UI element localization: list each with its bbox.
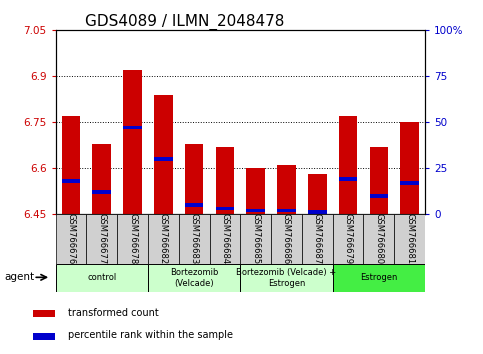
Bar: [185, 203, 203, 207]
Text: control: control: [87, 273, 116, 282]
Bar: [62, 116, 80, 214]
Bar: [400, 122, 419, 214]
Bar: [92, 144, 111, 214]
Text: GDS4089 / ILMN_2048478: GDS4089 / ILMN_2048478: [85, 14, 284, 30]
Bar: [240, 264, 333, 292]
Bar: [62, 179, 80, 183]
Bar: [123, 126, 142, 130]
Bar: [277, 209, 296, 212]
Bar: [246, 209, 265, 212]
Bar: [364, 214, 394, 264]
Bar: [154, 95, 172, 214]
Bar: [117, 214, 148, 264]
Text: percentile rank within the sample: percentile rank within the sample: [68, 330, 233, 340]
Text: GSM766684: GSM766684: [220, 213, 229, 264]
Bar: [148, 214, 179, 264]
Text: GSM766686: GSM766686: [282, 213, 291, 264]
Text: Estrogen: Estrogen: [360, 273, 398, 282]
Text: GSM766679: GSM766679: [343, 213, 353, 264]
Text: GSM766676: GSM766676: [67, 213, 75, 264]
Text: transformed count: transformed count: [68, 308, 158, 318]
Bar: [400, 181, 419, 185]
Bar: [179, 214, 210, 264]
Bar: [333, 214, 364, 264]
Bar: [277, 165, 296, 214]
Text: GSM766685: GSM766685: [251, 213, 260, 264]
Bar: [56, 214, 86, 264]
Bar: [333, 264, 425, 292]
Bar: [271, 214, 302, 264]
Bar: [33, 310, 55, 317]
Text: GSM766683: GSM766683: [190, 213, 199, 264]
Bar: [215, 147, 234, 214]
Bar: [56, 264, 148, 292]
Bar: [210, 214, 240, 264]
Text: GSM766678: GSM766678: [128, 213, 137, 264]
Text: GSM766677: GSM766677: [97, 213, 106, 264]
Bar: [185, 144, 203, 214]
Text: Bortezomib
(Velcade): Bortezomib (Velcade): [170, 268, 218, 287]
Text: GSM766682: GSM766682: [159, 213, 168, 264]
Text: GSM766680: GSM766680: [374, 213, 384, 264]
Bar: [154, 157, 172, 161]
Text: GSM766681: GSM766681: [405, 213, 414, 264]
Bar: [240, 214, 271, 264]
Bar: [394, 214, 425, 264]
Bar: [302, 214, 333, 264]
Bar: [86, 214, 117, 264]
Bar: [215, 207, 234, 211]
Bar: [33, 333, 55, 340]
Bar: [123, 70, 142, 214]
Bar: [246, 168, 265, 214]
Bar: [308, 211, 327, 214]
Bar: [148, 264, 241, 292]
Bar: [339, 177, 357, 181]
Bar: [339, 116, 357, 214]
Bar: [308, 174, 327, 214]
Text: GSM766687: GSM766687: [313, 213, 322, 264]
Bar: [369, 147, 388, 214]
Bar: [369, 194, 388, 198]
Text: Bortezomib (Velcade) +
Estrogen: Bortezomib (Velcade) + Estrogen: [236, 268, 337, 287]
Text: agent: agent: [4, 272, 35, 282]
Bar: [92, 190, 111, 194]
